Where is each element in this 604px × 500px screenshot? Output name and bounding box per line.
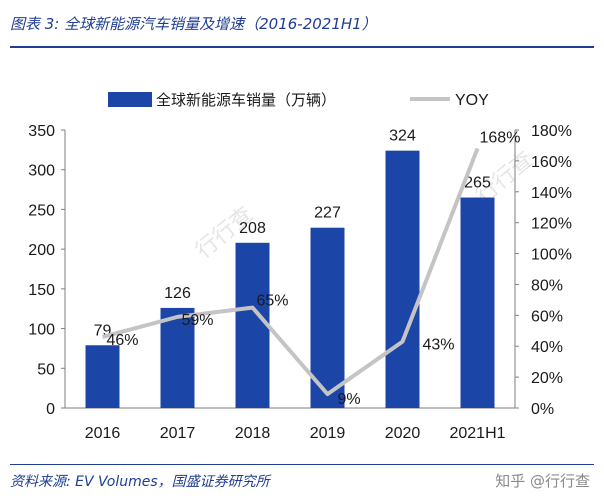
yoy-value-label: 9% — [338, 391, 361, 408]
left-tick-label: 300 — [28, 163, 55, 180]
combo-chart: 0 50 100 150 200 250 300 350 0% 20% 40% 60% 80% 100% 1… — [28, 91, 572, 442]
right-tick-label: 60% — [531, 308, 563, 325]
right-tick-label: 140% — [531, 185, 572, 202]
x-tick-label: 2016 — [85, 425, 121, 442]
legend-line-label: YOY — [455, 92, 489, 109]
right-tick-label: 180% — [531, 123, 572, 140]
x-tick-label: 2018 — [235, 425, 271, 442]
x-tick-label: 2021H1 — [449, 425, 505, 442]
legend-bar-label: 全球新能源车销量（万辆） — [156, 91, 336, 109]
x-tick-label: 2017 — [160, 425, 196, 442]
bar-value-label: 227 — [314, 205, 341, 222]
right-tick-label: 20% — [531, 370, 563, 387]
bar — [235, 242, 270, 408]
footer-rule — [10, 464, 594, 465]
bar-value-label: 126 — [164, 285, 191, 302]
x-tick-label: 2020 — [385, 425, 421, 442]
bar — [310, 227, 345, 408]
left-tick-label: 100 — [28, 322, 55, 339]
left-tick-label: 150 — [28, 282, 55, 299]
yoy-value-label: 46% — [107, 332, 139, 349]
bar — [385, 150, 420, 408]
yoy-value-label: 168% — [480, 130, 521, 147]
bar-value-label: 324 — [389, 128, 416, 145]
bar-value-label: 265 — [464, 175, 491, 192]
chart-title-text: 图表 3: 全球新能源汽车销量及增速（2016-2021H1） — [10, 15, 377, 33]
source-note: 资料来源: EV Volumes，国盛证券研究所 — [10, 474, 270, 490]
left-tick-label: 50 — [37, 361, 55, 378]
left-tick-label: 250 — [28, 202, 55, 219]
title-rule — [10, 46, 594, 48]
bar-value-label: 208 — [239, 220, 266, 237]
left-tick-label: 200 — [28, 242, 55, 259]
right-tick-label: 80% — [531, 277, 563, 294]
legend-bar-swatch — [108, 92, 152, 107]
left-tick-label: 350 — [28, 123, 55, 140]
right-tick-label: 100% — [531, 247, 572, 264]
bar — [460, 197, 495, 408]
yoy-value-label: 59% — [182, 312, 214, 329]
left-tick-label: 0 — [46, 401, 55, 418]
yoy-value-label: 65% — [257, 293, 289, 310]
watermark-handle: 知乎 @行行查 — [495, 472, 590, 490]
yoy-value-label: 43% — [423, 337, 455, 354]
yoy-line — [101, 147, 480, 397]
right-tick-label: 160% — [531, 154, 572, 171]
right-tick-label: 40% — [531, 339, 563, 356]
right-tick-label: 120% — [531, 216, 572, 233]
bar — [85, 345, 120, 408]
right-tick-label: 0% — [531, 401, 554, 418]
x-tick-label: 2019 — [310, 425, 346, 442]
bar — [160, 307, 195, 408]
